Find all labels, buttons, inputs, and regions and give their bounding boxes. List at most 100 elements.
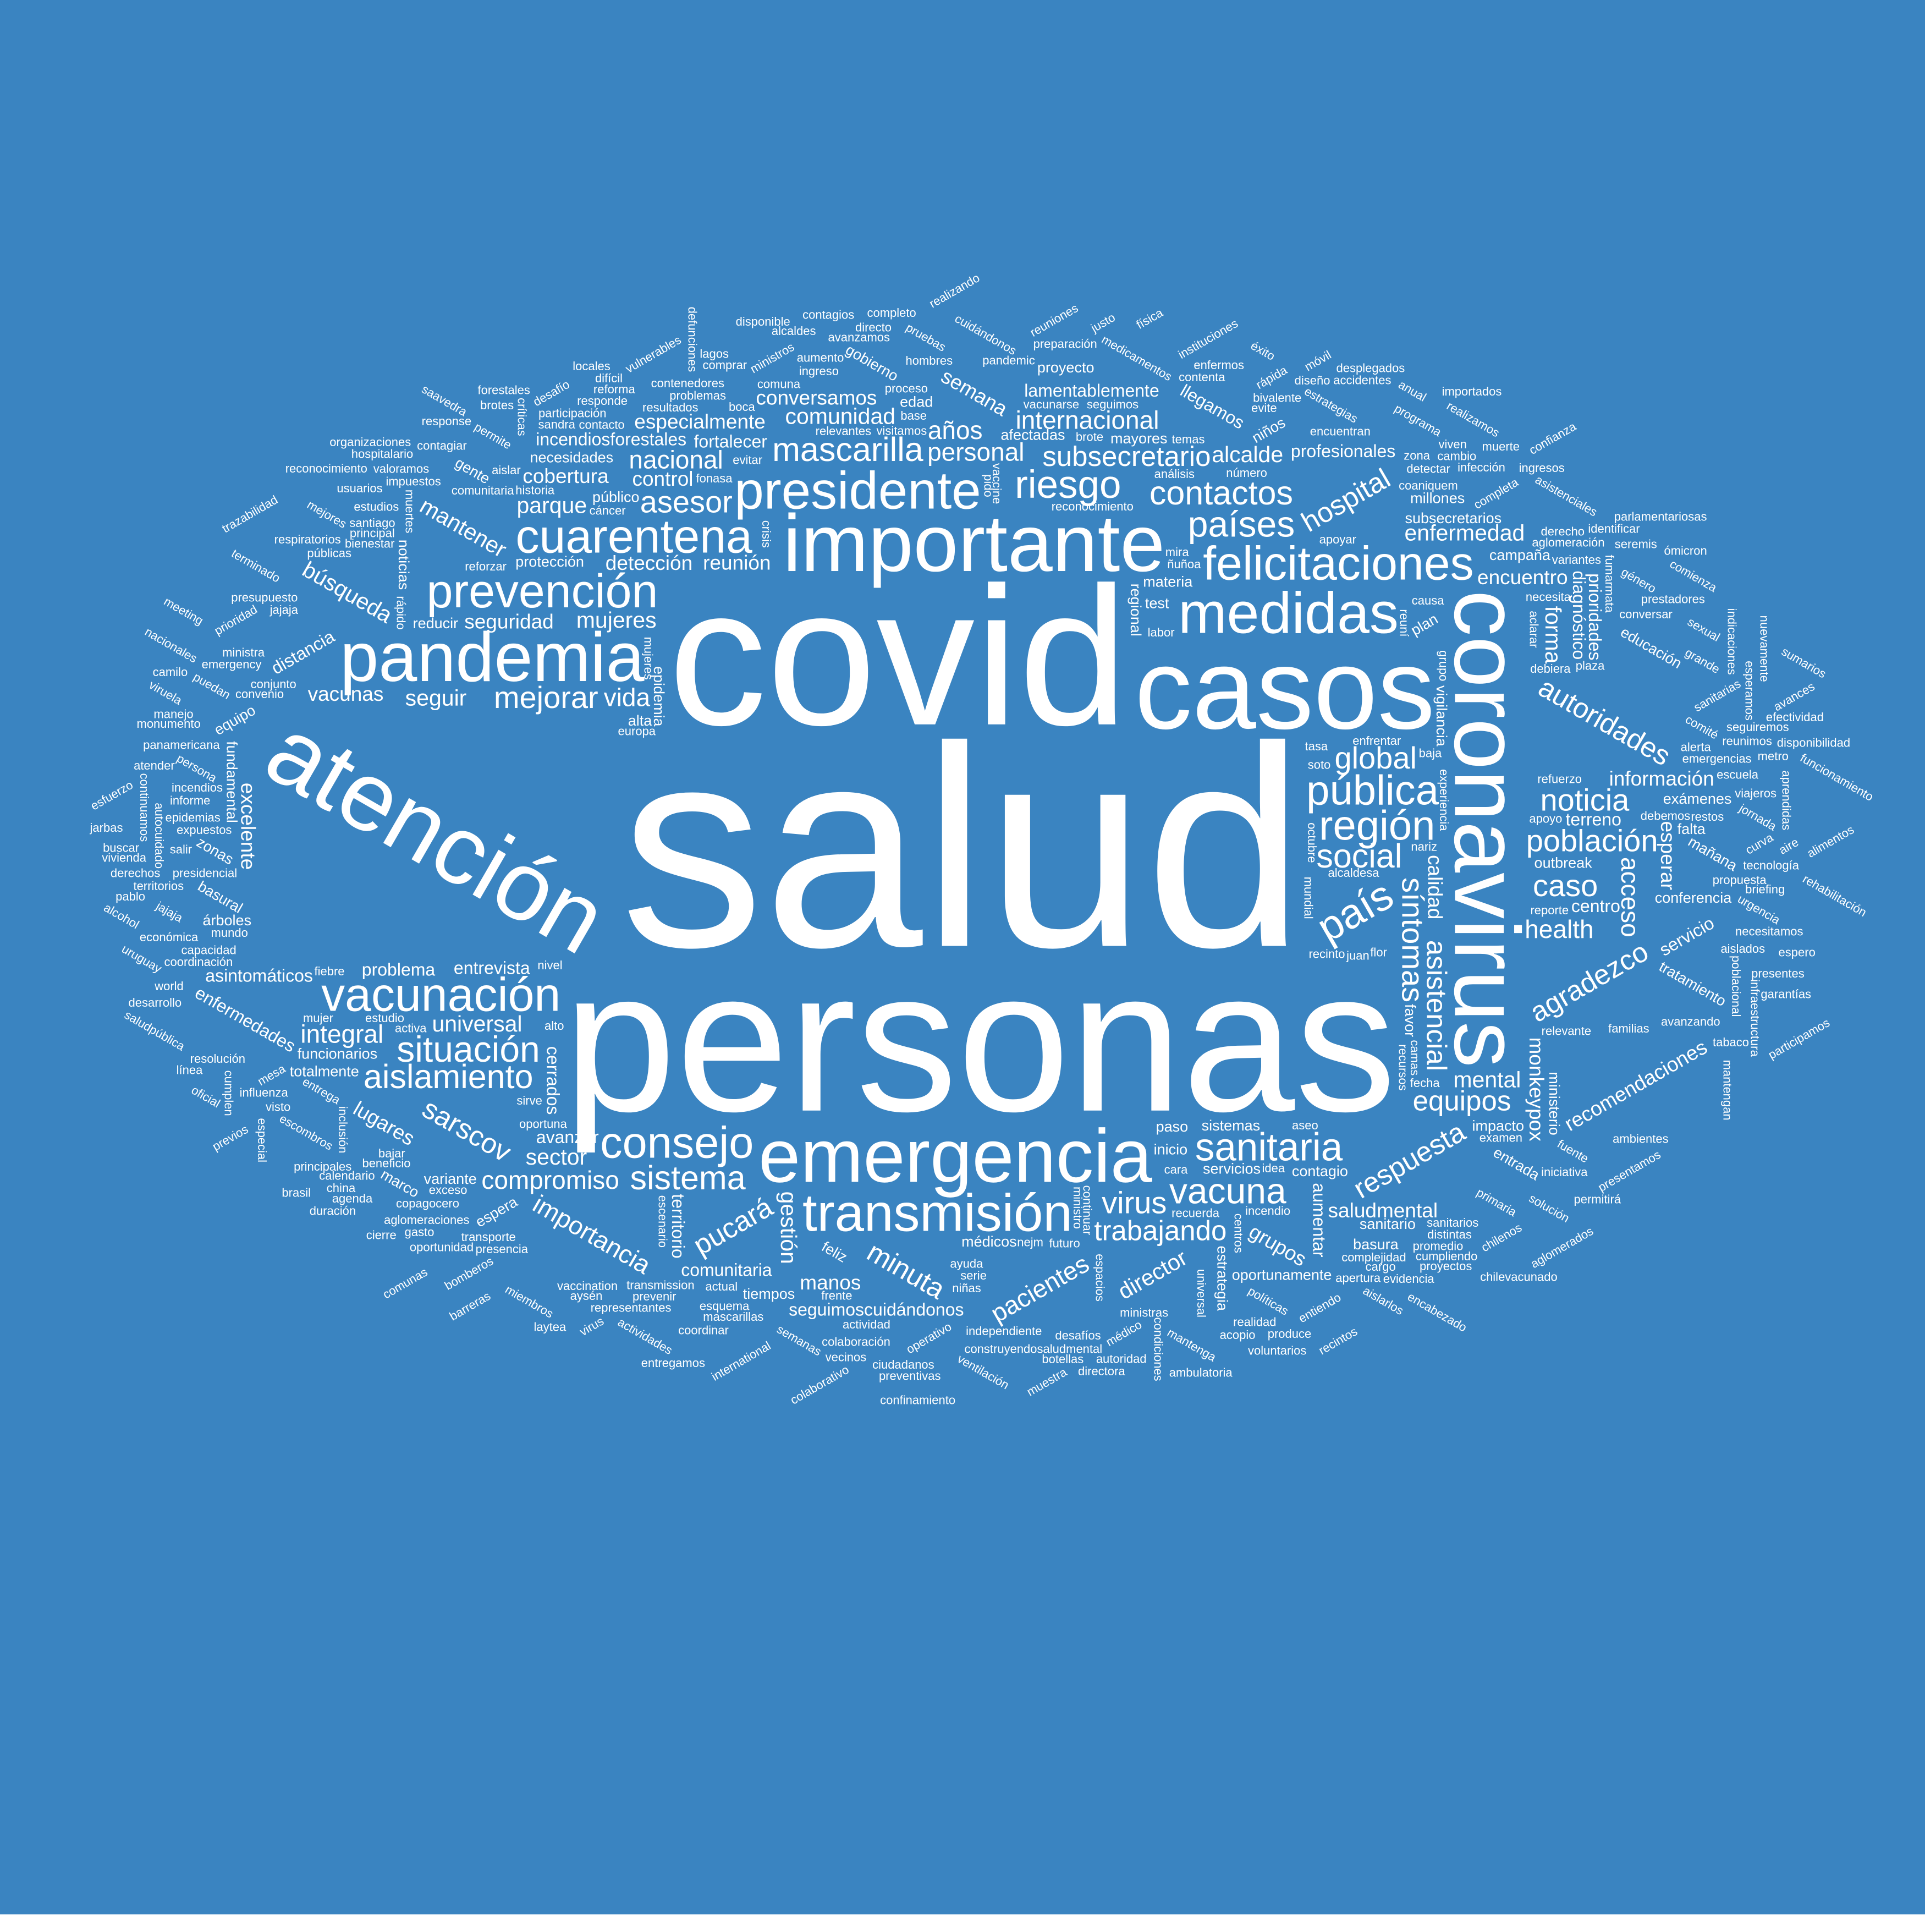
cloud-word: hospitalario — [351, 447, 414, 460]
cloud-word: aysén — [570, 1289, 603, 1303]
cloud-word: voluntarios — [1248, 1343, 1306, 1357]
cloud-word: evite — [1251, 401, 1277, 415]
cloud-word: locales — [573, 359, 610, 373]
cloud-word: fumarmata — [1603, 555, 1616, 613]
cloud-word: actividades — [615, 1315, 675, 1358]
cloud-word: oportunamente — [1232, 1266, 1332, 1283]
cloud-word: organizaciones — [329, 435, 411, 449]
cloud-word: restos — [1691, 810, 1724, 824]
cloud-word: estudios — [354, 500, 399, 514]
cloud-word: persona — [174, 751, 219, 786]
cloud-word: esquema — [700, 1299, 750, 1313]
cloud-word: contagio — [1292, 1163, 1348, 1179]
cloud-word: ómicron — [1664, 544, 1707, 558]
cloud-word: pucará — [688, 1191, 778, 1261]
cloud-word: coaniquem — [1399, 479, 1458, 492]
cloud-word: preparación — [1033, 337, 1097, 351]
cloud-word: experiencia — [1437, 769, 1451, 831]
cloud-word: gobierno — [843, 341, 901, 385]
cloud-word: subsecretario — [1042, 441, 1211, 472]
cloud-word: pandemia — [340, 618, 645, 696]
cloud-word: manos — [800, 1271, 861, 1294]
cloud-word: seguimoscuidándonos — [789, 1299, 964, 1319]
cloud-word: impacto — [1472, 1118, 1525, 1134]
cloud-word: viajeros — [1735, 787, 1777, 800]
cloud-word: afectadas — [1000, 427, 1065, 443]
cloud-word: mantener — [416, 493, 511, 562]
cloud-word: uruguay — [119, 942, 164, 975]
cloud-word: primaria — [1474, 1185, 1519, 1220]
cloud-word: iniciativa — [1541, 1165, 1588, 1179]
cloud-word: mantenga — [1165, 1325, 1219, 1364]
cloud-word: proyecto — [1037, 359, 1094, 376]
cloud-word: identificar — [1588, 522, 1640, 535]
cloud-word: relevante — [1542, 1024, 1592, 1038]
cloud-word: consejo — [600, 1118, 754, 1168]
cloud-word: contactos — [1150, 474, 1293, 512]
cloud-word: pandemic — [982, 354, 1035, 367]
cloud-word: importados — [1442, 385, 1502, 398]
cloud-word: lamentablemente — [1024, 381, 1159, 400]
cloud-word: número — [1226, 466, 1267, 480]
cloud-word: oportuna — [519, 1117, 568, 1130]
cloud-word: prestadores — [1641, 592, 1705, 606]
cloud-word: incendiosforestales — [536, 429, 686, 449]
cloud-word: vida — [604, 683, 651, 711]
cloud-word: global — [1334, 740, 1416, 775]
cloud-word: enfermedades — [192, 983, 299, 1056]
cloud-word: funcionamiento — [1798, 751, 1876, 804]
cloud-word: desafíos — [1055, 1329, 1101, 1342]
cloud-word: alto — [544, 1019, 564, 1033]
cloud-word: especial — [255, 1118, 269, 1162]
cloud-word: universal — [432, 1011, 522, 1036]
cloud-word: camilo — [153, 665, 188, 679]
cloud-word: reunión — [703, 551, 771, 574]
cloud-word: parque — [516, 493, 587, 518]
cloud-word: atender — [134, 759, 175, 772]
cloud-word: ministras — [1120, 1306, 1168, 1320]
cloud-word: sistemas — [1202, 1117, 1261, 1134]
cloud-word: contagiar — [417, 439, 467, 453]
cloud-word: recinto — [1308, 947, 1345, 960]
cloud-word: actual — [705, 1280, 738, 1293]
cloud-word: campaña — [1489, 547, 1551, 563]
cloud-word: debiera — [1530, 662, 1571, 676]
cloud-word: personal — [927, 437, 1024, 466]
cloud-word: públicas — [307, 546, 351, 560]
cloud-word: aire — [1777, 835, 1801, 857]
cloud-word: reconocimiento — [285, 462, 367, 475]
cloud-word: mira — [1165, 545, 1190, 559]
cloud-word: briefing — [1745, 882, 1785, 896]
cloud-word: servicio — [1656, 913, 1718, 959]
cloud-word: salud — [620, 688, 1304, 1007]
cloud-word: curva — [1743, 830, 1776, 857]
cloud-word: mascarillas — [703, 1310, 763, 1324]
cloud-word: médico — [1103, 1318, 1144, 1349]
cloud-word: espera — [472, 1193, 520, 1231]
cloud-word: ñuñoa — [1167, 557, 1201, 571]
cloud-word: convenio — [235, 687, 284, 701]
cloud-word: cambio — [1437, 449, 1476, 463]
cloud-word: gente — [452, 454, 493, 487]
cloud-word: buscar — [103, 841, 139, 854]
cloud-word: fuente — [1555, 1137, 1591, 1165]
cloud-word: fiebre — [314, 964, 344, 978]
cloud-word: nariz — [1411, 840, 1437, 854]
cloud-word: participamos — [1766, 1016, 1833, 1062]
cloud-word: ciudadanos — [872, 1358, 934, 1371]
cloud-word: comunitaria — [681, 1260, 772, 1280]
cloud-word: asintomáticos — [205, 965, 313, 985]
cloud-word: minuta — [862, 1236, 951, 1305]
cloud-word: ambulatoria — [1169, 1365, 1233, 1379]
cloud-word: monumento — [137, 717, 201, 731]
cloud-word: sanitaria — [1195, 1126, 1343, 1169]
cloud-word: gasto — [405, 1225, 435, 1239]
cloud-word: agradezco — [1525, 936, 1654, 1028]
cloud-word: aislados — [1720, 942, 1765, 956]
cloud-word: infección — [1458, 460, 1505, 474]
cloud-word: detección — [606, 552, 692, 574]
cloud-word: emergency — [202, 657, 262, 671]
cloud-word: público — [592, 489, 640, 506]
cloud-word: virus — [577, 1314, 606, 1338]
cloud-word: incendios — [172, 781, 223, 794]
